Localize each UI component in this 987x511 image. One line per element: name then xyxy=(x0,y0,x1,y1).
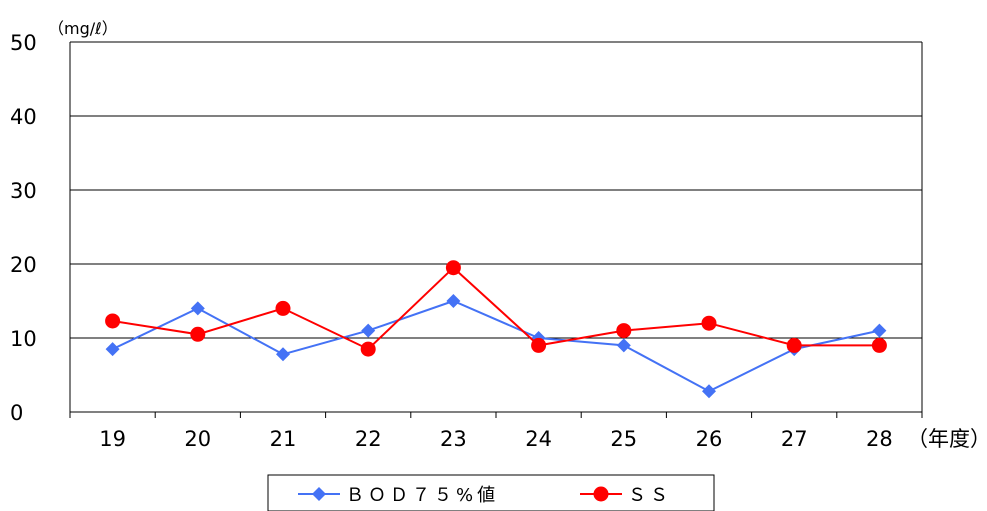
data-point-ss xyxy=(360,341,376,357)
axis-layer: 0 10 20 30 40 50 19 20 21 22 23 24 25 26 27 28 xyxy=(10,31,923,451)
data-point-ss xyxy=(786,337,802,353)
x-tick-label: 26 xyxy=(696,427,723,451)
x-tick-label: 20 xyxy=(184,427,211,451)
y-tick-label: 0 xyxy=(10,401,23,425)
y-tick-label: 50 xyxy=(10,31,37,55)
data-point-bod xyxy=(190,301,205,316)
y-tick-label: 30 xyxy=(10,179,37,203)
x-tick-label: 27 xyxy=(781,427,808,451)
data-point-bod xyxy=(446,294,461,308)
x-tick-label: 24 xyxy=(525,427,552,451)
y-tick-label: 40 xyxy=(10,105,37,129)
x-axis-unit: （年度） xyxy=(907,427,987,451)
data-point-ss xyxy=(190,326,206,342)
data-point-bod xyxy=(105,342,120,357)
x-tick-label: 28 xyxy=(866,427,893,451)
data-point-ss xyxy=(105,313,121,329)
data-point-bod xyxy=(702,384,716,399)
data-point-ss xyxy=(871,337,887,353)
data-point-bod xyxy=(616,338,631,353)
legend-items: ＢＯＤ７５%値 ＳＳ xyxy=(298,485,672,506)
data-point-ss xyxy=(616,323,632,339)
data-point-bod xyxy=(276,347,290,362)
x-tick-label: 19 xyxy=(99,427,126,451)
legend-label-ss: ＳＳ xyxy=(628,485,672,506)
legend-marker-bod xyxy=(312,487,326,501)
y-tick-label: 20 xyxy=(10,253,37,277)
series-line-bod xyxy=(112,299,880,393)
series-layer xyxy=(105,260,887,399)
data-point-ss xyxy=(445,260,461,276)
legend-box xyxy=(267,474,715,511)
data-point-ss xyxy=(275,300,291,316)
legend-marker-ss xyxy=(593,486,609,502)
data-point-ss xyxy=(701,315,717,331)
legend: ＢＯＤ７５%値 ＳＳ xyxy=(267,474,715,511)
series-line-ss xyxy=(112,266,880,351)
y-tick-label: 10 xyxy=(10,327,37,351)
x-tick-label: 21 xyxy=(270,427,297,451)
y-axis-unit: （mg/ℓ） xyxy=(48,19,118,38)
data-point-ss xyxy=(531,337,547,353)
x-tick-label: 22 xyxy=(355,427,382,451)
legend-label-bod: ＢＯＤ７５%値 xyxy=(346,485,499,506)
x-tick-label: 23 xyxy=(440,427,467,451)
x-tick-label: 25 xyxy=(610,427,637,451)
grid-layer xyxy=(70,41,922,339)
data-point-bod xyxy=(872,323,887,338)
data-point-bod xyxy=(361,323,376,338)
